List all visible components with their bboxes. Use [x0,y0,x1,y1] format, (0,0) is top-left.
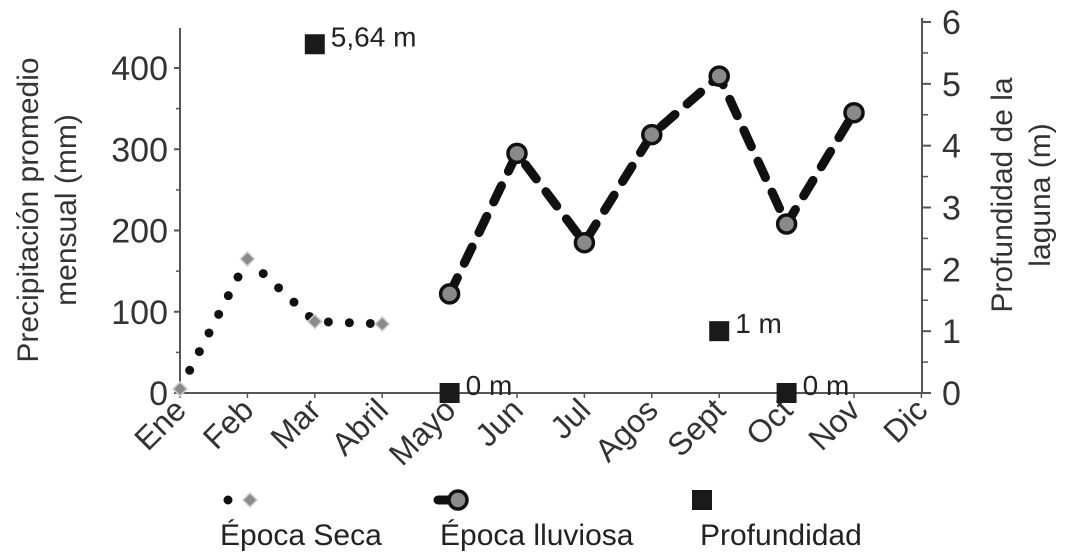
x-axis-tick-label: Sept [660,391,732,463]
x-axis-tick-label: Mar [263,391,328,456]
profundidad-marker [304,34,325,55]
epoca-lluviosa-marker [438,283,461,305]
right-axis-tick-label: 6 [942,4,961,42]
left-axis-tick-label: 300 [111,131,168,169]
epoca-lluviosa-marker [708,65,730,87]
epoca-seca-marker [171,380,189,397]
right-axis-tick-label: 5 [942,66,961,104]
legend-epoca-lluviosa-label: Época lluviosa [440,519,634,552]
profundidad-marker [709,321,730,342]
epoca-seca-marker [306,313,323,330]
left-axis-tick-label: 100 [111,294,168,332]
x-axis-tick-label: Jul [543,391,597,445]
epoca-lluviosa-marker [775,213,798,235]
right-axis-title-line: Profundidad de la [986,77,1019,312]
x-axis-tick-label: Feb [196,391,260,455]
left-axis-title-line: mensual (mm) [50,114,83,306]
right-axis-tick-label: 4 [942,128,961,166]
epoca-lluviosa-marker [641,123,663,146]
epoca-lluviosa-marker [573,231,596,254]
right-axis-title: Profundidad de la laguna (m) [986,77,1057,312]
legend-profundidad-label: Profundidad [700,519,862,552]
x-axis-tick-label: Abril [324,391,395,462]
right-axis-title-line: laguna (m) [1024,123,1057,266]
profundidad-data-label: 0 m [803,370,850,401]
profundidad-data-label: 1 m [735,308,782,339]
epoca-seca-line [175,251,387,394]
x-axis-tick-label: Dic [876,391,934,449]
left-axis-title: Precipitación promedio mensual (mm) [12,57,83,362]
legend-profundidad-swatch [692,490,712,510]
legend-epoca-lluviosa-swatch-marker [447,489,469,511]
profundidad-data-label: 0 m [466,370,513,401]
right-axis-tick-label: 0 [942,375,961,413]
profundidad-data-label: 5,64 m [331,21,417,52]
epoca-seca-marker [374,315,391,332]
left-axis-tick-label: 400 [111,50,168,88]
x-axis-tick-label: Agos [588,391,665,468]
profundidad-marker [776,383,797,403]
legend-epoca-seca-label: Época Seca [220,519,382,552]
left-axis-tick-label: 200 [111,213,168,251]
left-axis-tick-label: 0 [149,375,168,413]
right-axis-tick-label: 3 [942,190,961,228]
x-axis-tick-label: Ene [127,391,193,457]
epoca-seca-marker [239,250,256,267]
profundidad-marker [439,383,460,403]
left-axis-title-line: Precipitación promedio [12,57,45,362]
epoca-lluviosa-marker [843,101,865,124]
epoca-lluviosa-marker [506,142,528,165]
epoca-lluviosa-line [445,71,859,299]
x-axis-tick-label: Nov [801,391,867,457]
right-axis-tick-label: 2 [942,251,961,289]
right-axis-tick-label: 1 [942,313,961,351]
legend-epoca-seca-swatch-marker [241,491,259,509]
x-axis-tick-label: Mayo [382,391,463,472]
